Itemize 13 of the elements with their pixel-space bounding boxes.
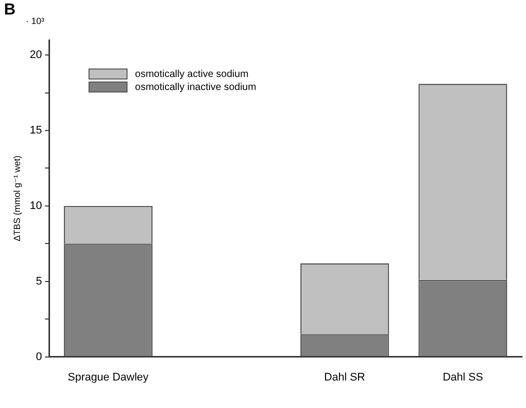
x-tick-label: Dahl SR: [324, 371, 366, 384]
y-tick-label: 0: [36, 350, 42, 363]
y-tick-label: 5: [36, 275, 42, 288]
y-tick-label: 20: [30, 49, 42, 62]
y-tick-label: 10: [30, 200, 42, 212]
y-tick-label: 15: [30, 124, 42, 137]
legend-label: osmotically inactive sodium: [135, 82, 256, 93]
text: B: [4, 1, 16, 18]
x-tick-label: Dahl SS: [442, 371, 484, 384]
legend-label: osmotically active sodium: [135, 68, 248, 80]
y-axis-title: ΔTBS (mmol g⁻¹ wet): [12, 156, 22, 242]
text: · 10³: [26, 16, 44, 26]
x-tick-label: Sprague Dawley: [68, 371, 150, 384]
